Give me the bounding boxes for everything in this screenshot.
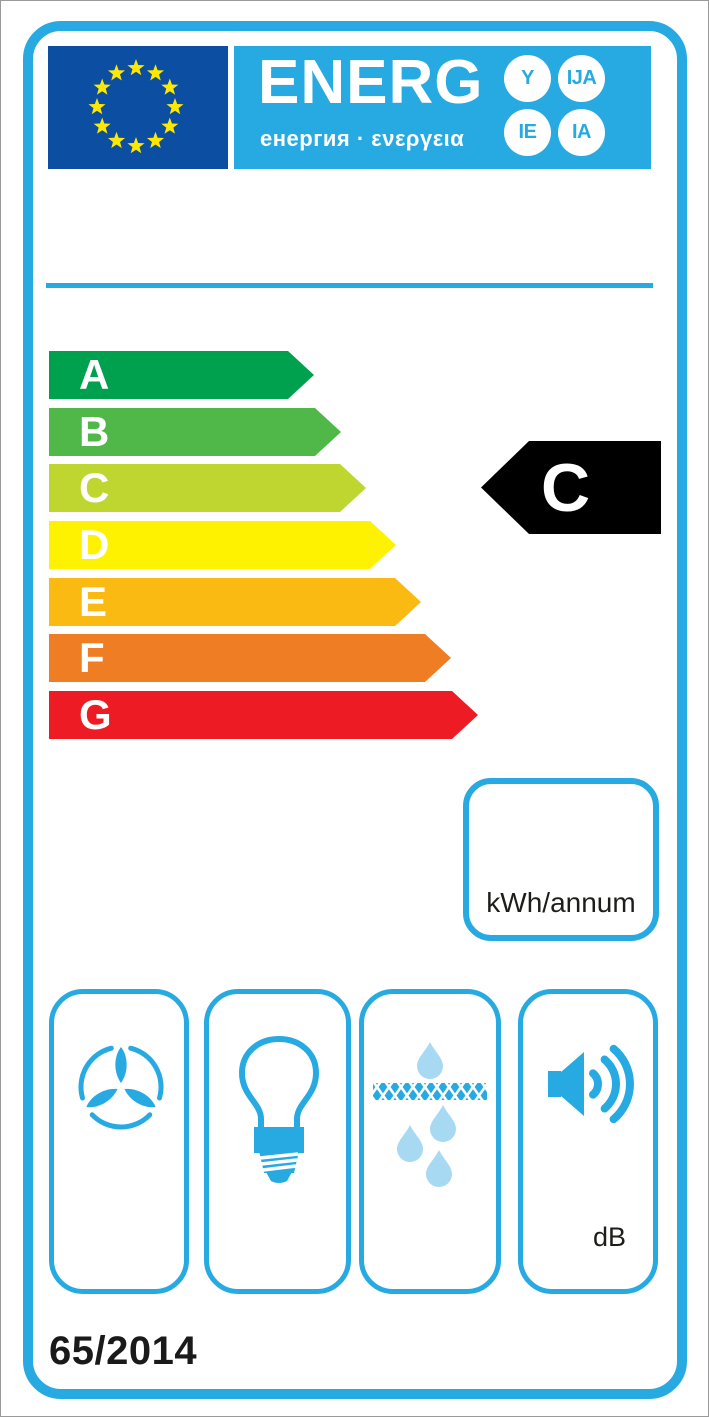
fan-icon: [78, 1045, 164, 1130]
ending-circle-ia: IA: [558, 109, 605, 156]
grade-letter: E: [79, 578, 108, 625]
light-bulb-icon: [238, 1035, 320, 1183]
feature-box-fan: [49, 989, 189, 1294]
grade-letter: G: [79, 691, 112, 738]
rating-letter: C: [541, 449, 591, 526]
regulation-number: 65/2014: [49, 1329, 198, 1373]
rating-arrow: C: [481, 441, 661, 534]
grade-letter: F: [79, 634, 105, 681]
energy-word: ENERG: [258, 48, 484, 117]
grade-arrow-c: C: [49, 464, 366, 512]
feature-box-grease-filter: [359, 989, 501, 1294]
ending-circle-ija: IJA: [558, 55, 605, 102]
language-endings: Y IJA IE IA: [504, 55, 605, 156]
energy-subtitle: енергия · ενεργεια: [260, 126, 465, 151]
grade-letter: A: [79, 351, 110, 398]
ending-circle-y: Y: [504, 55, 551, 102]
grade-arrow-f: F: [49, 634, 451, 682]
consumption-unit-label: kWh/annum: [486, 887, 636, 918]
grade-arrow-b: B: [49, 408, 341, 456]
energy-banner: ENERG енергия · ενεργεια Y IJA IE IA: [234, 46, 651, 169]
grade-arrow-e: E: [49, 578, 421, 626]
grease-filter-icon: [373, 1042, 487, 1187]
grade-arrow-d: D: [49, 521, 396, 569]
feature-box-lighting: [204, 989, 351, 1294]
speaker-icon: [548, 1044, 634, 1124]
eu-flag-icon: [48, 46, 228, 169]
energy-label: ENERG енергия · ενεργεια Y IJA IE IA A B…: [23, 21, 687, 1399]
header-divider: [46, 283, 653, 288]
grade-arrow-a: A: [49, 351, 314, 399]
ending-circle-ie: IE: [504, 109, 551, 156]
grade-arrow-g: G: [49, 691, 478, 739]
consumption-box: kWh/annum: [463, 778, 659, 941]
grade-letter: C: [79, 464, 110, 511]
grade-letter: D: [79, 521, 110, 568]
noise-unit-label: dB: [593, 1222, 627, 1252]
grade-letter: B: [79, 408, 110, 455]
feature-box-noise: dB: [518, 989, 658, 1294]
